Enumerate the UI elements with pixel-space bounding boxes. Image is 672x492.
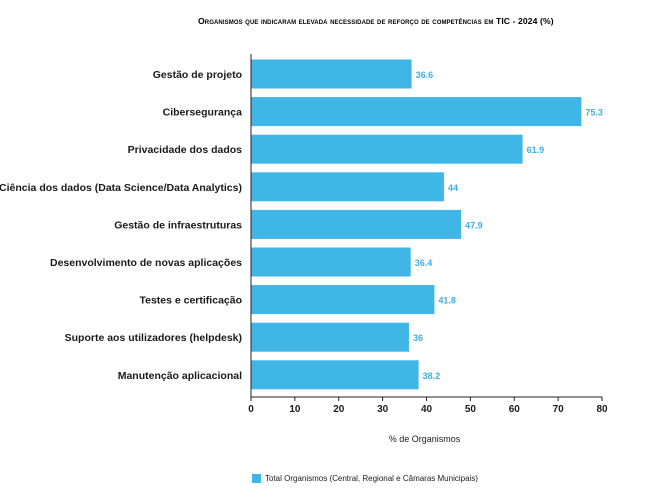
- data-label: 36: [413, 333, 423, 343]
- category-label: Gestão de projeto: [153, 69, 242, 81]
- category-label: Gestão de infraestruturas: [114, 219, 242, 231]
- legend-label: Total Organismos (Central, Regional e Câ…: [265, 474, 478, 483]
- bar: [251, 97, 582, 127]
- x-ticks-group: 0 10 20 30 40 50 60 70 80: [248, 397, 608, 415]
- x-axis-title: % de Organismos: [389, 434, 461, 444]
- x-tick-label: 70: [553, 404, 565, 415]
- category-label: Desenvolvimento de novas aplicações: [50, 257, 242, 269]
- x-tick-label: 10: [289, 404, 301, 415]
- data-label: 36.4: [415, 258, 433, 268]
- data-label: 75.3: [585, 108, 603, 118]
- category-label: Suporte aos utilizadores (helpdesk): [65, 332, 242, 344]
- bar: [251, 209, 462, 239]
- data-labels-group: 36.6 75.3 61.9 44 47.9 36.4 41.8 36 38.2: [413, 70, 603, 381]
- bar: [251, 172, 445, 202]
- bar: [251, 247, 411, 277]
- bar: [251, 322, 409, 352]
- category-labels-group: Gestão de projeto Cibersegurança Privacida…: [0, 69, 242, 382]
- bar: [251, 59, 412, 89]
- category-label: Privacidade dos dados: [128, 144, 243, 156]
- category-label: Ciência dos dados (Data Science/Data Ana…: [0, 182, 242, 194]
- bar: [251, 134, 523, 164]
- x-tick-label: 30: [377, 404, 389, 415]
- chart-title: Organismos que indicaram elevada necessi…: [198, 16, 554, 26]
- bar: [251, 285, 435, 315]
- category-label: Testes e certificação: [139, 295, 242, 307]
- category-label: Cibersegurança: [163, 107, 243, 119]
- data-label: 47.9: [465, 220, 483, 230]
- data-label: 44: [448, 183, 458, 193]
- x-tick-label: 60: [509, 404, 521, 415]
- x-tick-label: 20: [333, 404, 345, 415]
- category-label: Manutenção aplicacional: [118, 370, 242, 382]
- x-tick-label: 40: [421, 404, 433, 415]
- bars-group: [251, 59, 582, 390]
- x-tick-label: 50: [465, 404, 477, 415]
- x-tick-label: 0: [248, 404, 254, 415]
- x-tick-label: 80: [596, 404, 608, 415]
- bar: [251, 360, 419, 390]
- data-label: 36.6: [416, 70, 434, 80]
- data-label: 41.8: [438, 296, 456, 306]
- legend: Total Organismos (Central, Regional e Câ…: [252, 474, 478, 483]
- data-label: 61.9: [527, 145, 545, 155]
- data-label: 38.2: [423, 371, 441, 381]
- legend-swatch: [252, 474, 261, 483]
